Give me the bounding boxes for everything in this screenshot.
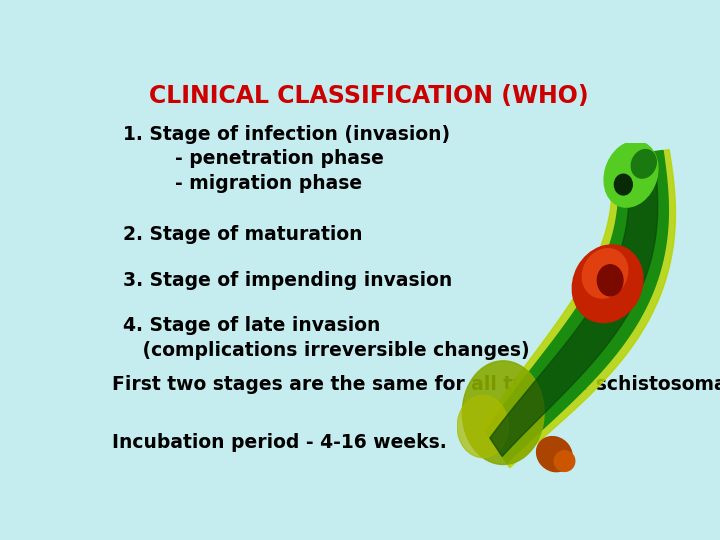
Ellipse shape xyxy=(536,437,572,471)
Ellipse shape xyxy=(582,249,628,298)
Text: 1. Stage of infection (invasion)
        - penetration phase
        - migration: 1. Stage of infection (invasion) - penet… xyxy=(124,125,451,193)
Text: 4. Stage of late invasion
   (complications irreversible changes): 4. Stage of late invasion (complications… xyxy=(124,316,530,360)
Ellipse shape xyxy=(554,451,575,471)
Ellipse shape xyxy=(614,174,632,195)
Text: First two stages are the same for all types of schistosoma: First two stages are the same for all ty… xyxy=(112,375,720,394)
Ellipse shape xyxy=(604,141,658,207)
Ellipse shape xyxy=(598,265,623,296)
Text: 3. Stage of impending invasion: 3. Stage of impending invasion xyxy=(124,271,453,289)
Text: CLINICAL CLASSIFICATION (WHO): CLINICAL CLASSIFICATION (WHO) xyxy=(149,84,589,107)
Text: 2. Stage of maturation: 2. Stage of maturation xyxy=(124,225,363,244)
Polygon shape xyxy=(485,151,668,463)
Ellipse shape xyxy=(631,150,657,178)
Polygon shape xyxy=(490,152,657,456)
Text: Incubation period - 4-16 weeks.: Incubation period - 4-16 weeks. xyxy=(112,433,447,452)
Ellipse shape xyxy=(462,361,544,464)
Polygon shape xyxy=(482,150,675,468)
Ellipse shape xyxy=(457,395,508,457)
Ellipse shape xyxy=(572,245,643,322)
